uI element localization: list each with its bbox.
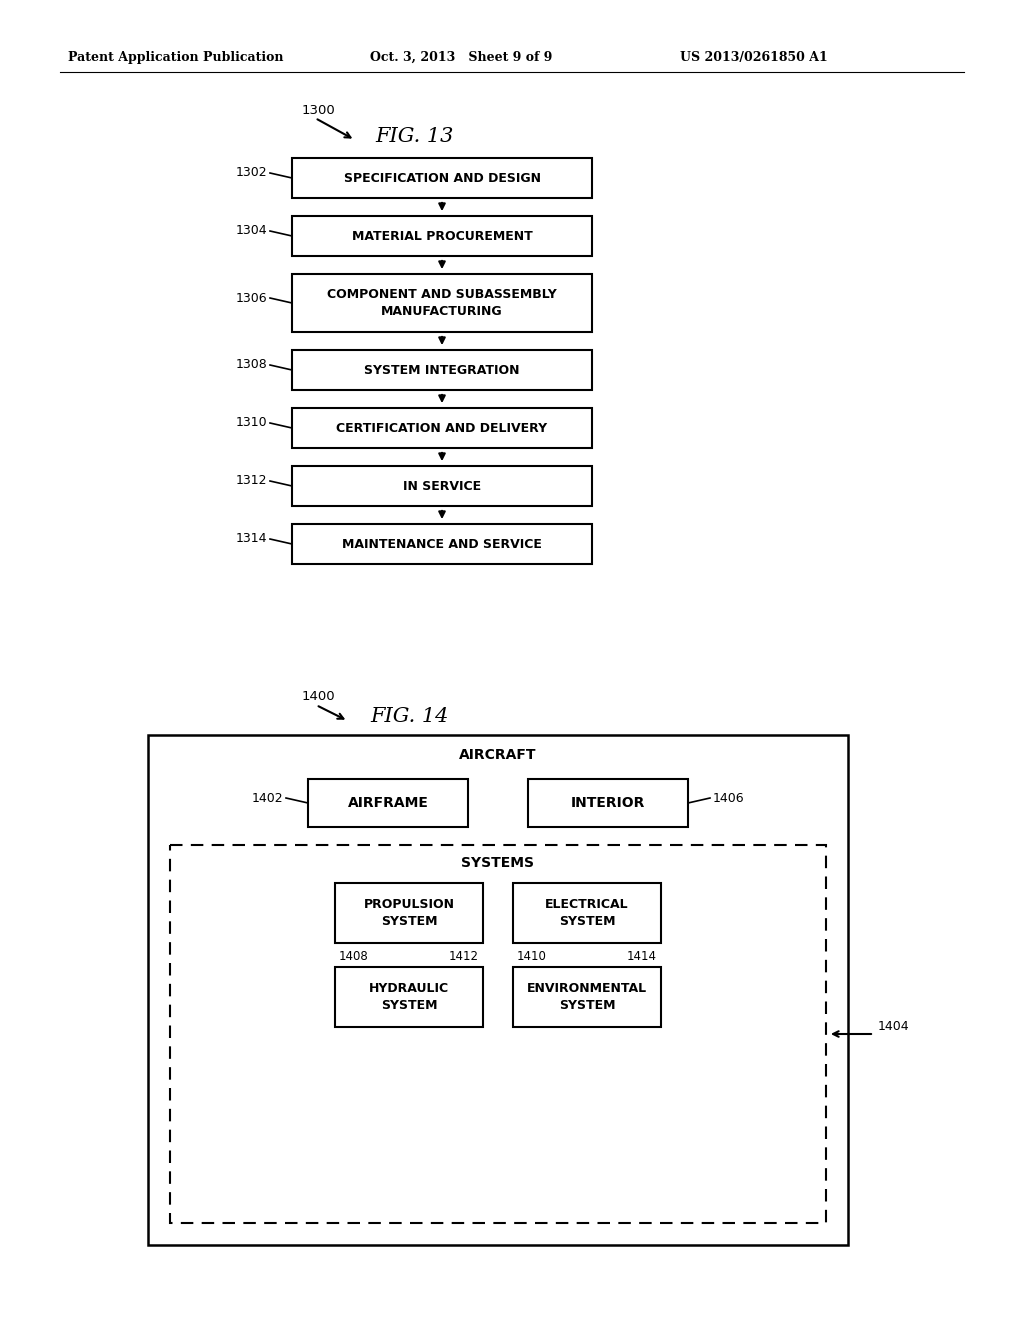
Text: IN SERVICE: IN SERVICE [402, 479, 481, 492]
Text: 1304: 1304 [236, 224, 267, 238]
Text: PROPULSION
SYSTEM: PROPULSION SYSTEM [364, 898, 455, 928]
Text: ENVIRONMENTAL
SYSTEM: ENVIRONMENTAL SYSTEM [527, 982, 647, 1012]
Bar [292, 524, 592, 564]
Bar [513, 968, 662, 1027]
Text: 1414: 1414 [627, 950, 657, 964]
Text: 1310: 1310 [236, 417, 267, 429]
Text: 1312: 1312 [236, 474, 267, 487]
Text: 1400: 1400 [302, 690, 336, 704]
Text: SYSTEMS: SYSTEMS [462, 855, 535, 870]
Text: 1306: 1306 [236, 292, 267, 305]
Text: 1314: 1314 [236, 532, 267, 545]
Text: AIRFRAME: AIRFRAME [347, 796, 428, 810]
Text: FIG. 13: FIG. 13 [375, 128, 454, 147]
Bar [513, 883, 662, 942]
Text: ELECTRICAL
SYSTEM: ELECTRICAL SYSTEM [545, 898, 629, 928]
Bar [170, 845, 826, 1224]
Text: FIG. 14: FIG. 14 [370, 708, 449, 726]
Text: 1408: 1408 [339, 950, 369, 964]
Text: 1406: 1406 [713, 792, 744, 804]
Bar [292, 158, 592, 198]
Text: CERTIFICATION AND DELIVERY: CERTIFICATION AND DELIVERY [337, 421, 548, 434]
Bar [292, 350, 592, 389]
Bar [528, 779, 688, 828]
Bar [335, 968, 483, 1027]
Text: 1308: 1308 [236, 359, 267, 371]
Text: 1410: 1410 [517, 950, 547, 964]
Text: Oct. 3, 2013   Sheet 9 of 9: Oct. 3, 2013 Sheet 9 of 9 [370, 50, 552, 63]
Text: AIRCRAFT: AIRCRAFT [459, 748, 537, 762]
Text: COMPONENT AND SUBASSEMBLY
MANUFACTURING: COMPONENT AND SUBASSEMBLY MANUFACTURING [327, 288, 557, 318]
Bar [292, 216, 592, 256]
Text: MATERIAL PROCUREMENT: MATERIAL PROCUREMENT [351, 230, 532, 243]
Text: HYDRAULIC
SYSTEM: HYDRAULIC SYSTEM [369, 982, 450, 1012]
Bar [292, 466, 592, 506]
Text: SPECIFICATION AND DESIGN: SPECIFICATION AND DESIGN [343, 172, 541, 185]
Bar [292, 408, 592, 447]
Text: 1302: 1302 [236, 166, 267, 180]
Bar [292, 275, 592, 333]
Text: Patent Application Publication: Patent Application Publication [68, 50, 284, 63]
Text: 1402: 1402 [251, 792, 283, 804]
Text: 1300: 1300 [302, 103, 336, 116]
Text: 1412: 1412 [449, 950, 479, 964]
Bar [308, 779, 468, 828]
Bar [335, 883, 483, 942]
Bar [148, 735, 848, 1245]
Text: INTERIOR: INTERIOR [570, 796, 645, 810]
Text: MAINTENANCE AND SERVICE: MAINTENANCE AND SERVICE [342, 537, 542, 550]
Text: SYSTEM INTEGRATION: SYSTEM INTEGRATION [365, 363, 520, 376]
Text: US 2013/0261850 A1: US 2013/0261850 A1 [680, 50, 827, 63]
Text: 1404: 1404 [878, 1019, 909, 1032]
